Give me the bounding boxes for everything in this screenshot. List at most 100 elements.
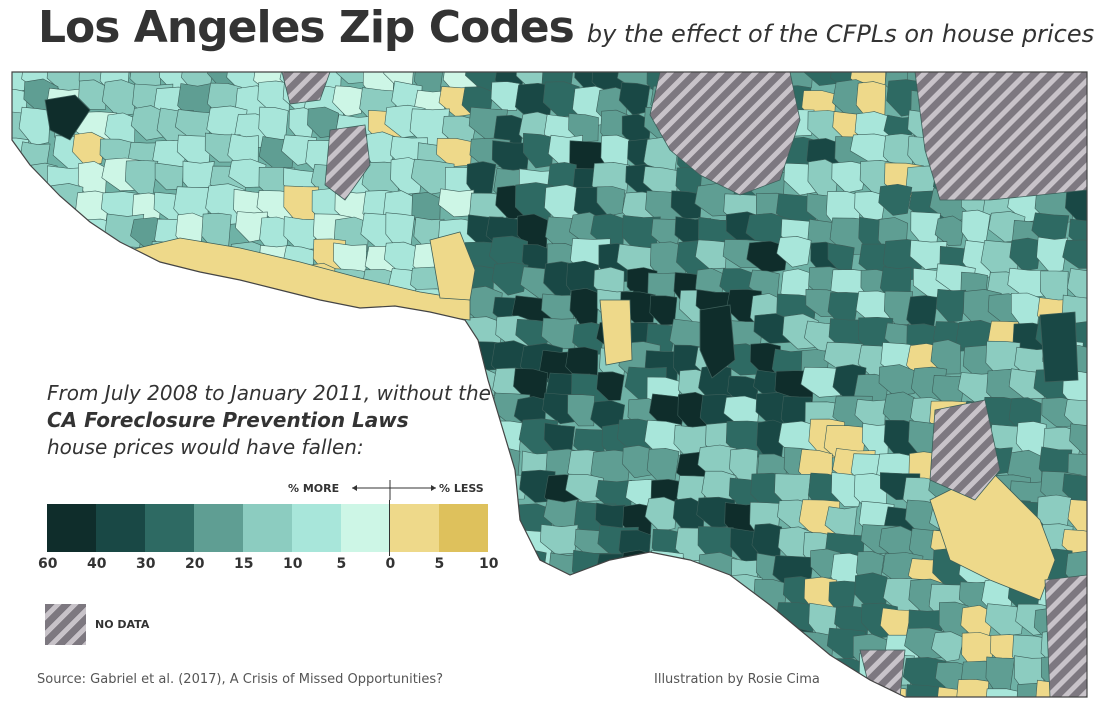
zip-region <box>76 266 108 302</box>
zip-region <box>361 686 402 697</box>
source-note: Source: Gabriel et al. (2017), A Crisis … <box>37 672 444 687</box>
zip-region <box>229 294 273 329</box>
zip-region <box>384 315 424 357</box>
zip-region <box>125 289 163 325</box>
zip-region <box>1094 165 1115 204</box>
zip-region <box>435 686 476 697</box>
zip-region <box>12 609 34 648</box>
zip-region <box>316 713 346 723</box>
zip-region <box>1034 713 1068 723</box>
zip-region <box>878 183 913 216</box>
zip-region <box>1036 236 1069 274</box>
nodata-region <box>859 649 906 697</box>
zip-region <box>46 245 77 276</box>
zip-region <box>723 606 759 646</box>
zip-region <box>1006 710 1044 723</box>
zip-region <box>149 289 185 318</box>
zip-region <box>357 606 389 642</box>
zip-region <box>698 710 734 723</box>
zip-region <box>756 627 792 664</box>
zip-region <box>517 708 559 723</box>
zip-region <box>878 687 907 697</box>
zip-region <box>96 286 130 326</box>
zip-region <box>800 366 842 398</box>
zip-region <box>12 529 39 567</box>
zip-region <box>20 289 59 328</box>
zip-region <box>363 629 407 663</box>
zip-region <box>695 239 727 270</box>
zip-region <box>331 604 366 639</box>
zip-region <box>204 294 243 335</box>
zip-region <box>337 573 376 608</box>
zip-region <box>930 339 961 375</box>
zip-region <box>834 711 870 723</box>
zip-region <box>310 632 342 663</box>
zip-region <box>233 629 265 662</box>
zip-region <box>208 600 242 640</box>
zip-region <box>360 342 394 382</box>
legend-tick-label: 10 <box>283 556 303 572</box>
zip-region <box>182 272 223 305</box>
zip-region <box>512 601 550 633</box>
zip-region <box>152 344 184 384</box>
zip-region <box>547 609 582 649</box>
legend-less-label: % LESS <box>439 482 484 495</box>
zip-region <box>78 79 107 110</box>
zip-region <box>121 683 154 697</box>
zip-region <box>1085 137 1087 176</box>
zip-region <box>180 472 220 508</box>
zip-region <box>678 573 712 611</box>
zip-region <box>366 315 403 353</box>
zip-region <box>1088 476 1115 512</box>
zip-region <box>496 686 526 697</box>
zip-region <box>599 299 633 366</box>
zip-region <box>467 704 509 723</box>
zip-region <box>365 584 406 617</box>
zip-region <box>23 240 65 278</box>
zip-region <box>855 705 894 723</box>
zip-region <box>100 271 132 309</box>
zip-region <box>753 682 787 697</box>
legend-swatch <box>292 504 341 552</box>
legend-swatch <box>243 504 292 552</box>
zip-region <box>258 293 291 327</box>
zip-region <box>778 709 818 723</box>
legend-swatch <box>341 504 390 552</box>
zip-region <box>878 364 917 397</box>
zip-region <box>600 684 634 697</box>
zip-region <box>492 706 528 723</box>
zip-region <box>46 345 88 380</box>
zip-region <box>547 574 578 613</box>
zip-region <box>1090 244 1115 278</box>
zip-region <box>237 707 270 723</box>
zip-region <box>592 626 633 662</box>
zip-region <box>229 682 263 697</box>
legend-tick-label: 40 <box>87 556 107 572</box>
zip-region <box>596 371 625 401</box>
zip-region <box>150 551 184 583</box>
zip-region <box>1085 580 1087 614</box>
zip-region <box>538 657 579 691</box>
zip-region <box>596 655 624 694</box>
zip-region <box>253 625 290 660</box>
zip-region <box>255 322 296 365</box>
zip-region <box>12 679 43 697</box>
zip-region <box>277 627 322 667</box>
zip-region <box>1064 184 1087 226</box>
zip-region <box>333 626 375 659</box>
zip-region <box>282 709 312 723</box>
zip-region <box>828 686 867 697</box>
intro-line-3: house prices would have fallen: <box>47 435 364 459</box>
legend-more-label: % MORE <box>288 482 340 495</box>
zip-region <box>333 342 365 381</box>
zip-region <box>12 652 35 691</box>
zip-region <box>445 343 477 377</box>
nodata-region <box>1044 574 1087 697</box>
intro-line-1: From July 2008 to January 2011, without … <box>47 381 491 405</box>
zip-region <box>286 294 318 325</box>
zip-region <box>12 418 29 454</box>
zip-region <box>438 710 470 723</box>
zip-region <box>385 626 423 658</box>
zip-region <box>153 265 188 307</box>
